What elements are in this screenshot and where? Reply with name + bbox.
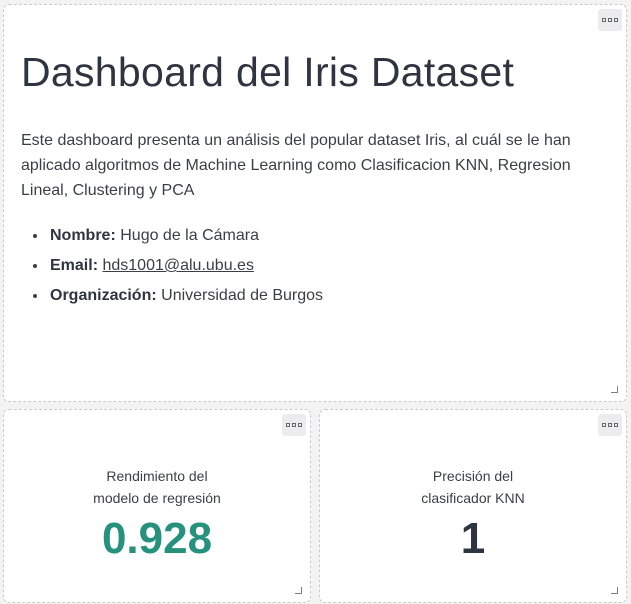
page-title: Dashboard del Iris Dataset bbox=[21, 49, 515, 95]
regression-kpi-label-line2: modelo de regresión bbox=[93, 490, 221, 506]
organization-value: Universidad de Burgos bbox=[161, 287, 324, 304]
more-options-icon[interactable] bbox=[598, 414, 622, 436]
knn-kpi-value: 1 bbox=[460, 514, 486, 563]
regression-kpi-label: Rendimiento del modelo de regresión bbox=[4, 465, 310, 509]
more-options-icon[interactable] bbox=[598, 9, 622, 31]
more-options-icon[interactable] bbox=[282, 414, 306, 436]
email-link[interactable]: hds1001@alu.ubu.es bbox=[102, 257, 254, 274]
name-label: Nombre: bbox=[50, 227, 116, 244]
list-item-name: Nombre: Hugo de la Cámara bbox=[48, 221, 323, 251]
author-info-list: Nombre: Hugo de la Cámara Email: hds1001… bbox=[21, 221, 323, 311]
resize-handle-icon[interactable] bbox=[611, 386, 618, 393]
organization-label: Organización: bbox=[50, 287, 157, 304]
regression-kpi-value: 0.928 bbox=[101, 514, 213, 563]
list-item-email: Email: hds1001@alu.ubu.es bbox=[48, 251, 323, 281]
regression-kpi-card: Rendimiento del modelo de regresión 0.92… bbox=[3, 409, 311, 603]
list-item-organization: Organización: Universidad de Burgos bbox=[48, 281, 323, 311]
knn-kpi-label-line1: Precisión del bbox=[432, 468, 514, 484]
resize-handle-icon[interactable] bbox=[295, 587, 302, 594]
email-label: Email: bbox=[50, 257, 99, 274]
resize-handle-icon[interactable] bbox=[611, 587, 618, 594]
knn-kpi-label-line2: clasificador KNN bbox=[421, 490, 525, 506]
intro-card: Dashboard del Iris Dataset Este dashboar… bbox=[3, 4, 627, 402]
knn-kpi-label: Precisión del clasificador KNN bbox=[320, 465, 626, 509]
name-value: Hugo de la Cámara bbox=[120, 227, 259, 244]
regression-kpi-label-line1: Rendimiento del bbox=[106, 468, 208, 484]
knn-kpi-card: Precisión del clasificador KNN 1 bbox=[319, 409, 627, 603]
dashboard-description: Este dashboard presenta un análisis del … bbox=[21, 132, 571, 199]
